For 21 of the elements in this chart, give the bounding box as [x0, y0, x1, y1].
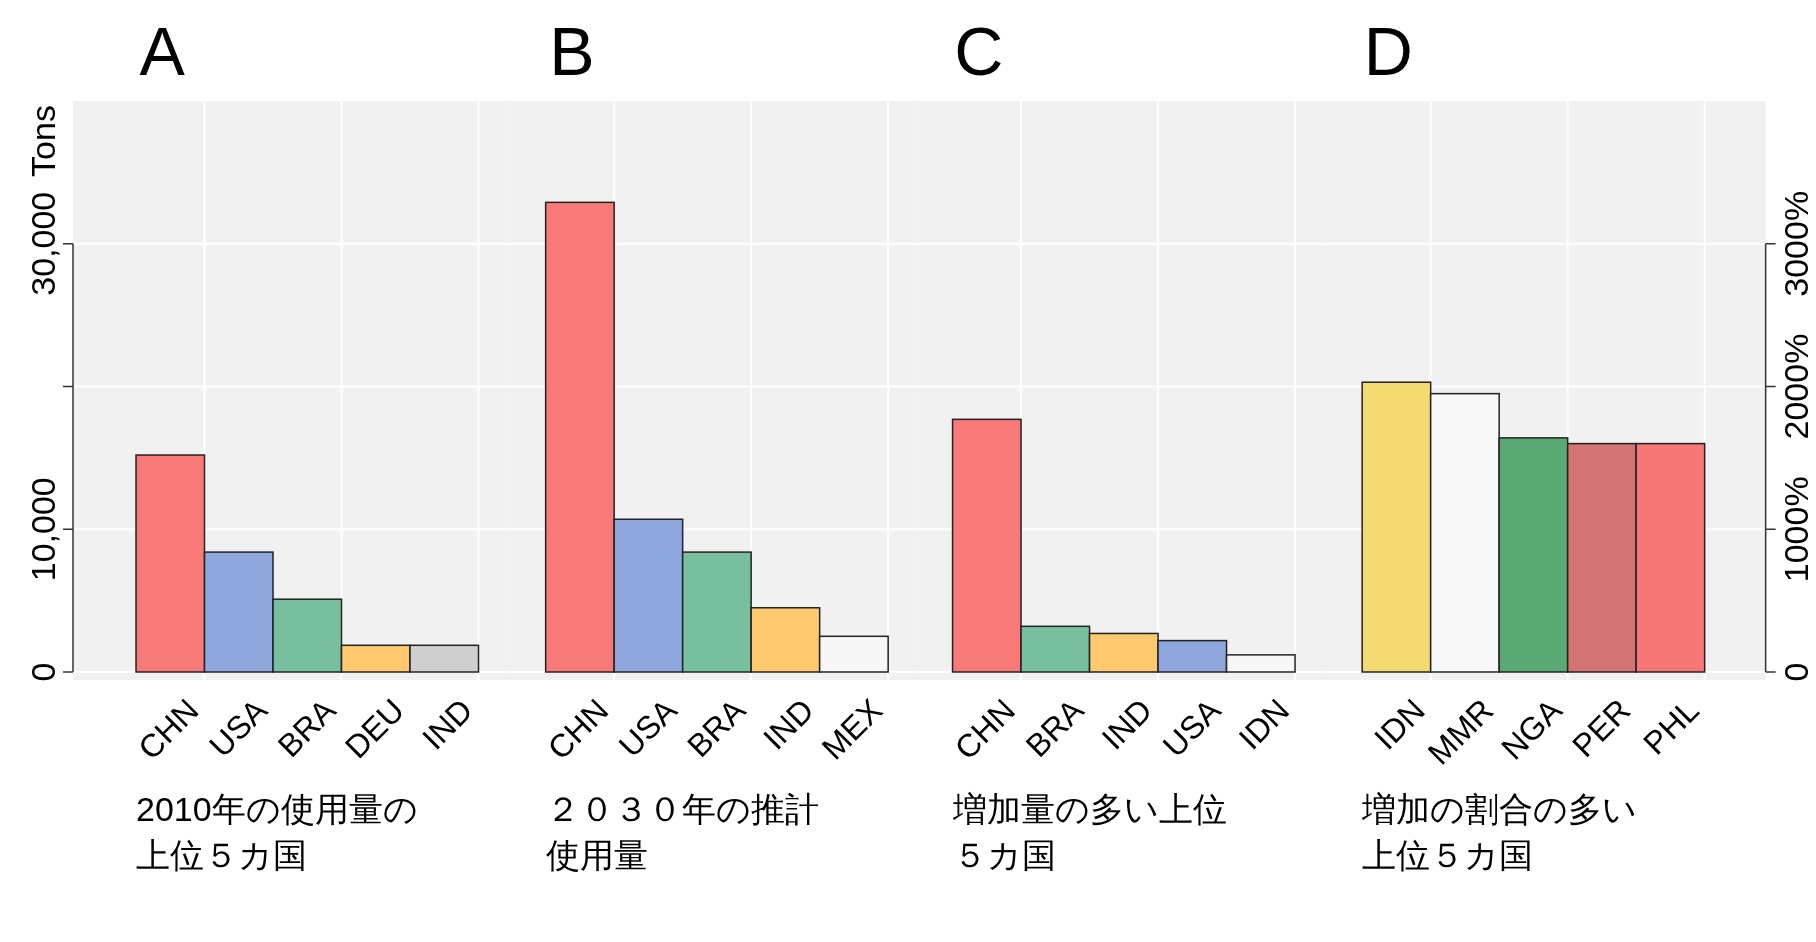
y2-tick-label: 0 [1776, 662, 1815, 682]
x-tick-label: IND [756, 691, 821, 757]
x-tick-label: IDN [1231, 691, 1297, 757]
x-tick-label: IND [415, 691, 480, 757]
y2-tick-label: 1000% [1776, 476, 1815, 583]
text: 2010年の使用量の上位５カ国 [136, 789, 419, 876]
y-tick-label: 30,000 [24, 191, 62, 296]
chart-title: B [549, 13, 595, 89]
y2-tick-label: 3000% [1776, 190, 1815, 297]
chart-title: A [139, 13, 186, 89]
x-tick-label: PHL [1636, 691, 1706, 762]
chart-title: C [954, 13, 1004, 89]
y2-tick-label: 2000% [1776, 333, 1815, 440]
text: 増加の割合の多い上位５カ国 [1362, 789, 1639, 876]
y-tick-label: 0 [24, 662, 62, 682]
chart-title: D [1363, 13, 1413, 89]
y-axis-title: Tons [24, 105, 62, 177]
y-tick-label: 10,000 [24, 477, 62, 582]
x-tick-label: BRA [1018, 691, 1092, 764]
text: ２０３０年の推計使用量 [545, 789, 820, 876]
text: 増加量の多い上位５カ国 [952, 789, 1228, 876]
